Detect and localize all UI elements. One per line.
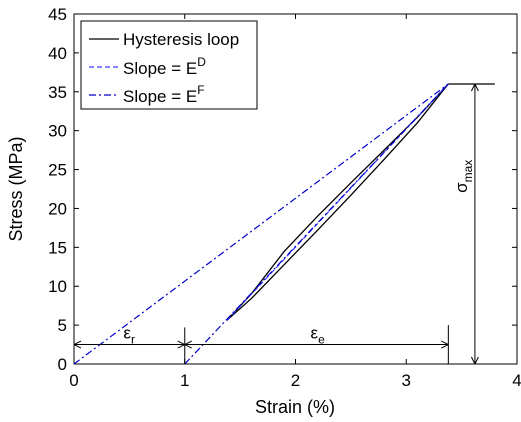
eps-r-label-sub: r — [131, 333, 135, 347]
y-tick-label: 15 — [48, 238, 67, 257]
legend-label-hysteresis: Hysteresis loop — [123, 30, 239, 49]
y-tick-label: 35 — [48, 83, 67, 102]
y-tick-label: 40 — [48, 44, 67, 63]
legend-box — [80, 20, 258, 110]
x-tick-label: 3 — [402, 371, 411, 390]
y-tick-label: 25 — [48, 161, 67, 180]
hysteresis-unloading-curve — [226, 83, 449, 321]
eps-r-arrow-right — [177, 340, 185, 349]
legend-label-ed: Slope = ED — [123, 55, 206, 78]
legend-label-ef: Slope = EF — [123, 83, 205, 106]
x-tick-label: 2 — [291, 371, 300, 390]
y-tick-label: 5 — [58, 316, 67, 335]
x-tick-label: 4 — [512, 371, 521, 390]
slope-ed-line — [226, 83, 449, 321]
y-tick-label: 20 — [48, 199, 67, 218]
eps-r-label: εr — [123, 324, 135, 347]
y-tick-label: 45 — [48, 5, 67, 24]
legend-label-ed-sup: D — [197, 55, 206, 69]
slope-ef-line — [73, 83, 449, 365]
eps-e-arrow-right — [441, 340, 449, 349]
sigma-max-arrow-top — [470, 83, 479, 92]
y-tick-label: 10 — [48, 277, 67, 296]
x-tick-label: 1 — [180, 371, 189, 390]
legend: Hysteresis loop Slope = ED Slope = EF — [80, 20, 258, 110]
y-tick-label: 30 — [48, 122, 67, 141]
y-axis-title: Stress (MPa) — [6, 136, 26, 241]
legend-label-ef-sup: F — [197, 83, 204, 97]
eps-r-arrow-left — [73, 340, 82, 349]
sigma-max-label-sub: max — [461, 160, 475, 183]
x-axis-title: Strain (%) — [255, 397, 335, 417]
eps-e-arrow-left — [184, 340, 192, 349]
legend-label-ed-base: Slope = E — [123, 59, 197, 78]
series-group — [73, 83, 495, 365]
y-tick-label: 0 — [58, 355, 67, 374]
x-tick-label: 0 — [69, 371, 78, 390]
sigma-max-arrow-bottom — [470, 356, 479, 365]
eps-e-label-sub: e — [318, 333, 325, 347]
legend-label-ef-base: Slope = E — [123, 87, 197, 106]
slope-ef-offset-line — [184, 83, 449, 365]
